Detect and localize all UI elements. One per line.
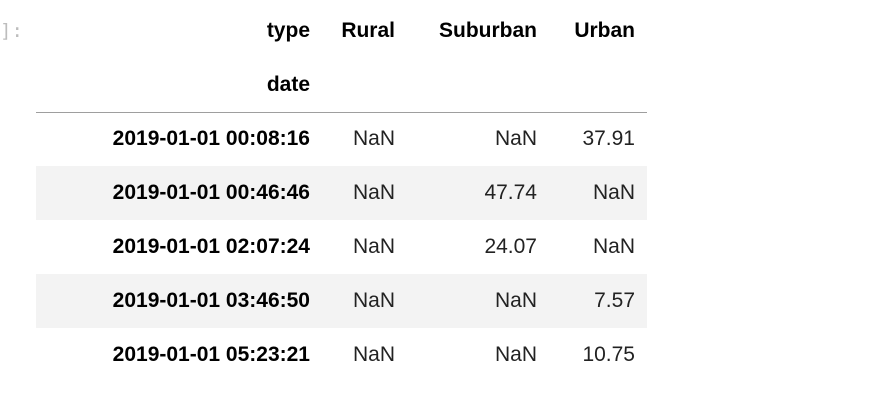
dataframe-output: type Rural Suburban Urban date 2019-01-0… xyxy=(36,4,647,382)
cell-urban: 7.57 xyxy=(594,289,635,312)
table-body: 2019-01-01 00:08:16 NaN NaN 37.91 2019-0… xyxy=(36,112,647,382)
header-empty-cell xyxy=(322,58,407,113)
row-index: 2019-01-01 05:23:21 xyxy=(112,343,310,366)
table-row: 2019-01-01 03:46:50 NaN NaN 7.57 xyxy=(36,274,647,328)
header-empty-cell xyxy=(549,58,647,113)
cell-rural: NaN xyxy=(352,181,395,204)
cell-suburban: 47.74 xyxy=(484,181,537,204)
row-index: 2019-01-01 03:46:50 xyxy=(112,289,310,312)
cell-suburban: NaN xyxy=(494,343,537,366)
header-row-index: date xyxy=(36,58,647,113)
output-prompt: ]: xyxy=(0,20,23,42)
table-header: type Rural Suburban Urban date xyxy=(36,4,647,113)
dataframe-table: type Rural Suburban Urban date 2019-01-0… xyxy=(36,4,647,382)
cell-urban: 37.91 xyxy=(582,127,635,151)
index-name-label: date xyxy=(36,58,322,113)
column-header-rural: Rural xyxy=(341,19,395,42)
table-row: 2019-01-01 00:46:46 NaN 47.74 NaN xyxy=(36,166,647,220)
cell-urban: 10.75 xyxy=(582,343,635,366)
header-row-columns: type Rural Suburban Urban xyxy=(36,4,647,58)
column-header-suburban: Suburban xyxy=(439,19,537,42)
header-empty-cell xyxy=(407,58,549,113)
cell-rural: NaN xyxy=(352,343,395,366)
cell-suburban: 24.07 xyxy=(484,235,537,258)
table-row: 2019-01-01 00:08:16 NaN NaN 37.91 xyxy=(36,112,647,166)
table-row: 2019-01-01 05:23:21 NaN NaN 10.75 xyxy=(36,328,647,382)
cell-suburban: NaN xyxy=(494,127,537,151)
row-index: 2019-01-01 00:08:16 xyxy=(112,127,310,151)
cell-rural: NaN xyxy=(352,127,395,151)
cell-urban: NaN xyxy=(592,235,635,258)
row-index: 2019-01-01 02:07:24 xyxy=(112,235,310,258)
table-row: 2019-01-01 02:07:24 NaN 24.07 NaN xyxy=(36,220,647,274)
cell-rural: NaN xyxy=(352,289,395,312)
row-index: 2019-01-01 00:46:46 xyxy=(112,181,310,204)
cell-rural: NaN xyxy=(352,235,395,258)
cell-suburban: NaN xyxy=(494,289,537,312)
columns-name-label: type xyxy=(266,19,310,42)
cell-urban: NaN xyxy=(592,181,635,204)
column-header-urban: Urban xyxy=(574,19,635,42)
